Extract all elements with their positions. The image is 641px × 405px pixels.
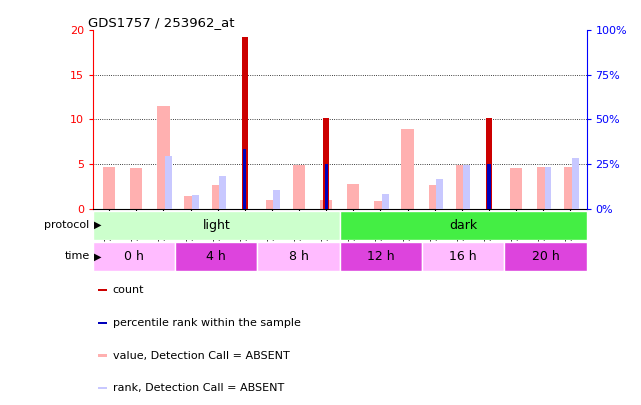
- Bar: [266, 200, 278, 209]
- Bar: [463, 165, 470, 209]
- Bar: [98, 387, 107, 390]
- Bar: [487, 164, 490, 209]
- Bar: [320, 200, 332, 209]
- Bar: [456, 165, 468, 209]
- Bar: [340, 242, 422, 271]
- Bar: [157, 106, 170, 209]
- Bar: [429, 185, 441, 209]
- Bar: [572, 158, 579, 209]
- Bar: [324, 164, 328, 209]
- Bar: [103, 167, 115, 209]
- Text: 4 h: 4 h: [206, 250, 226, 263]
- Bar: [436, 179, 443, 209]
- Bar: [175, 242, 258, 271]
- Bar: [564, 167, 576, 209]
- Bar: [243, 149, 246, 209]
- Bar: [242, 36, 248, 209]
- Text: rank, Detection Call = ABSENT: rank, Detection Call = ABSENT: [113, 384, 284, 393]
- Bar: [192, 195, 199, 209]
- Bar: [486, 118, 492, 209]
- Bar: [401, 129, 413, 209]
- Bar: [537, 167, 549, 209]
- Text: ▶: ▶: [94, 220, 102, 230]
- Text: count: count: [113, 285, 144, 295]
- Bar: [258, 242, 340, 271]
- Bar: [504, 242, 587, 271]
- Text: GDS1757 / 253962_at: GDS1757 / 253962_at: [88, 16, 235, 29]
- Text: 20 h: 20 h: [531, 250, 559, 263]
- Bar: [293, 165, 305, 209]
- Text: 8 h: 8 h: [288, 250, 308, 263]
- Bar: [374, 201, 387, 209]
- Bar: [219, 176, 226, 209]
- Text: 0 h: 0 h: [124, 250, 144, 263]
- Bar: [98, 322, 107, 324]
- Bar: [510, 168, 522, 209]
- Bar: [422, 242, 504, 271]
- Bar: [165, 156, 172, 209]
- Text: percentile rank within the sample: percentile rank within the sample: [113, 318, 301, 328]
- Bar: [98, 354, 107, 357]
- Bar: [98, 289, 107, 291]
- Bar: [130, 168, 142, 209]
- Text: 16 h: 16 h: [449, 250, 477, 263]
- Text: dark: dark: [449, 219, 477, 232]
- Bar: [347, 183, 360, 209]
- Bar: [212, 185, 224, 209]
- Text: time: time: [65, 252, 90, 261]
- Text: value, Detection Call = ABSENT: value, Detection Call = ABSENT: [113, 351, 290, 360]
- Text: light: light: [203, 219, 230, 232]
- Text: ▶: ▶: [94, 252, 102, 261]
- Bar: [93, 242, 175, 271]
- Text: 12 h: 12 h: [367, 250, 395, 263]
- Bar: [323, 118, 329, 209]
- Text: protocol: protocol: [44, 220, 90, 230]
- Bar: [340, 211, 587, 240]
- Bar: [382, 194, 388, 209]
- Bar: [185, 196, 197, 209]
- Bar: [274, 190, 280, 209]
- Bar: [93, 211, 340, 240]
- Bar: [545, 167, 551, 209]
